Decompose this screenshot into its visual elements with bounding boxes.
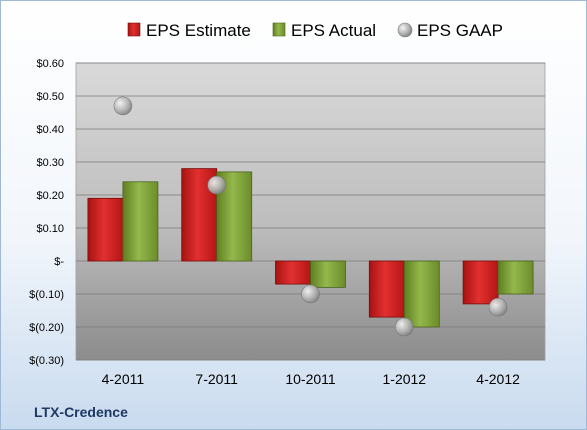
y-tick-label: $(0.10) [29,289,64,301]
eps-estimate-bar [462,260,499,305]
eps-gaap-marker [113,96,133,116]
x-category-label: 10-2011 [285,371,336,387]
legend-label-eps-gaap: EPS GAAP [417,21,503,40]
eps-actual-bar [310,260,346,288]
legend-label-eps-estimate: EPS Estimate [146,21,251,40]
eps-gaap-marker [394,317,414,337]
y-tick-label: $(0.20) [29,322,64,334]
y-tick-label: $0.60 [36,58,64,70]
eps-actual-bar [122,181,159,262]
eps-estimate-bar [87,197,124,262]
y-tick-label: $0.20 [36,190,64,202]
legend-swatch-eps-actual [272,22,286,37]
x-category-label: 4-2012 [476,371,520,387]
eps-gaap-marker [301,284,320,304]
eps-actual-bar [403,260,440,328]
company-label: LTX-Credence [34,404,128,420]
y-tick-label: $0.40 [36,124,64,136]
y-tick-label: $0.50 [36,91,64,103]
legend-swatch-eps-estimate [127,22,141,37]
y-tick-label: $0.10 [36,223,64,235]
eps-gaap-marker [207,175,226,195]
y-tick-label: $- [54,256,64,268]
x-category-label: 4-2011 [102,371,145,387]
eps-estimate-bar [275,260,311,285]
x-category-label: 7-2011 [195,371,238,387]
x-category-label: 1-2012 [383,371,427,387]
legend-label-eps-actual: EPS Actual [291,21,376,40]
legend-swatch-eps-gaap [397,22,413,38]
eps-actual-bar [497,260,534,295]
eps-gaap-marker [488,297,508,317]
eps-estimate-bar [368,260,405,318]
y-tick-label: $0.30 [36,157,64,169]
y-tick-label: $(0.30) [29,355,64,367]
